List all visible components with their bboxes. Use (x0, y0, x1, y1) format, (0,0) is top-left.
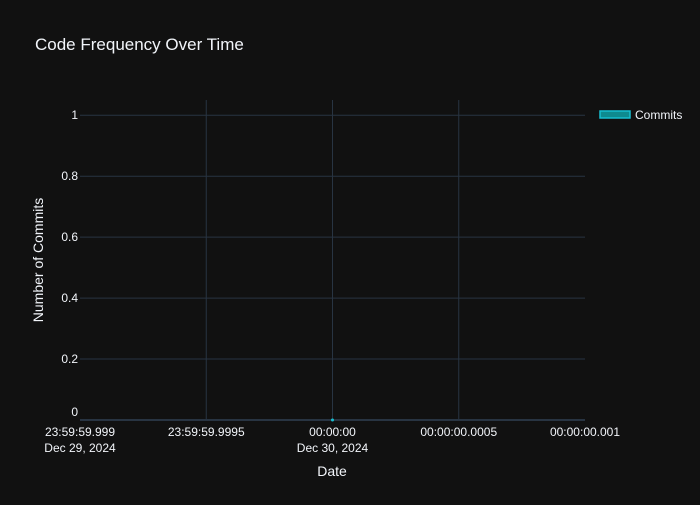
legend-swatch-commits[interactable] (599, 110, 631, 119)
y-tick-label: 0 (71, 405, 78, 419)
y-tick-label: 0.4 (61, 291, 78, 305)
y-axis-ticks: 0 0.2 0.4 0.6 0.8 1 (61, 108, 78, 419)
chart-title: Code Frequency Over Time (35, 35, 244, 54)
x-tick-date: Dec 30, 2024 (297, 441, 369, 455)
x-tick-time: 23:59:59.9995 (168, 425, 245, 439)
y-tick-label: 1 (71, 108, 78, 122)
series-marks (331, 418, 334, 422)
y-tick-label: 0.2 (61, 352, 78, 366)
legend-label-commits[interactable]: Commits (635, 108, 682, 122)
grid (80, 100, 585, 421)
data-point-commits (331, 418, 334, 422)
y-axis-label: Number of Commits (30, 198, 46, 322)
x-tick-date: Dec 29, 2024 (44, 441, 116, 455)
x-tick-time: 00:00:00.001 (550, 425, 620, 439)
x-axis-ticks: 23:59:59.999 Dec 29, 2024 23:59:59.9995 00:… (44, 425, 620, 455)
x-tick-time: 23:59:59.999 (45, 425, 115, 439)
y-tick-label: 0.8 (61, 169, 78, 183)
x-tick-time: 00:00:00.0005 (420, 425, 497, 439)
x-tick-time: 00:00:00 (309, 425, 356, 439)
y-tick-label: 0.6 (61, 230, 78, 244)
legend[interactable]: Commits (599, 108, 682, 122)
x-axis-label: Date (317, 463, 347, 479)
